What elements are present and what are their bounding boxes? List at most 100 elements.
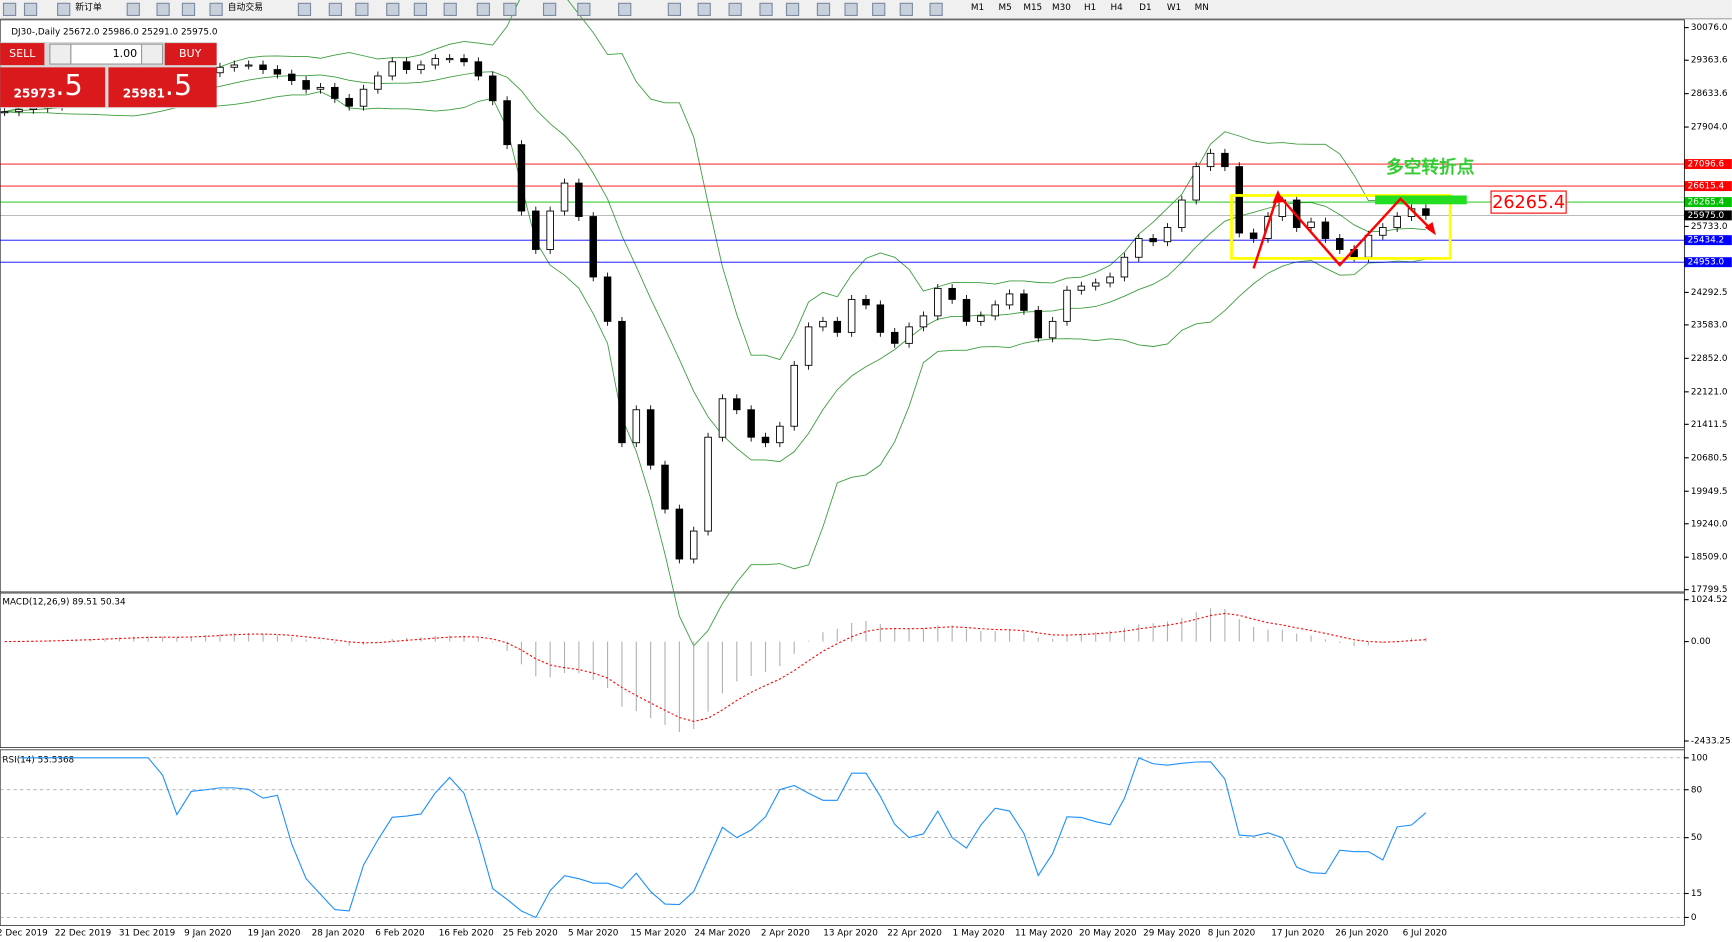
toolbar-icon[interactable] — [785, 2, 800, 17]
timeframe-button[interactable]: H4 — [1111, 3, 1124, 13]
candle — [862, 298, 870, 306]
toolbar-icon[interactable] — [872, 2, 886, 17]
volume-up[interactable] — [141, 43, 164, 65]
timeframe-button[interactable]: M1 — [971, 3, 984, 13]
y-tick-label: 1024.52 — [1691, 595, 1728, 605]
toolbar-icon[interactable] — [297, 2, 312, 17]
candle — [1336, 238, 1344, 250]
candle — [402, 61, 411, 70]
volume-down[interactable] — [49, 43, 72, 65]
candle — [747, 409, 755, 438]
toolbar-icon[interactable] — [618, 2, 632, 17]
new-order-button[interactable]: 新订单 — [75, 1, 102, 13]
buy-label[interactable]: BUY — [179, 47, 202, 60]
timeframe-button[interactable]: M30 — [1052, 3, 1071, 13]
candle — [847, 298, 856, 333]
y-tick-label: -2433.25 — [1691, 737, 1731, 747]
toolbar-icon[interactable] — [728, 2, 742, 17]
sell-button[interactable] — [0, 43, 45, 66]
y-tick-label: 15 — [1691, 889, 1702, 899]
y-tick-label: 18509.0 — [1691, 553, 1728, 563]
bid-pips[interactable]: .5 — [55, 68, 82, 102]
candle — [0, 111, 9, 114]
ask-pips[interactable]: .5 — [165, 68, 192, 102]
candle — [819, 320, 827, 328]
ask-box[interactable] — [108, 67, 217, 108]
candle — [790, 364, 798, 427]
toolbar-icon[interactable] — [386, 2, 400, 17]
y-tick-label: 30076.0 — [1691, 23, 1728, 33]
candle — [761, 436, 770, 444]
candle — [1221, 152, 1229, 168]
bid-box[interactable] — [0, 67, 106, 108]
toolbar-icon[interactable] — [503, 2, 517, 17]
toolbar-icon[interactable] — [23, 2, 38, 17]
candle — [1163, 227, 1172, 243]
timeframe-button[interactable]: W1 — [1167, 3, 1181, 13]
timeframe-button[interactable]: D1 — [1139, 3, 1151, 13]
toolbar-icon[interactable] — [697, 2, 711, 17]
sell-label[interactable]: SELL — [9, 47, 36, 60]
candle — [417, 64, 425, 70]
candle — [1422, 208, 1430, 216]
y-tick-label: 22852.0 — [1691, 354, 1728, 364]
toolbar-icon[interactable] — [209, 2, 223, 17]
annotation-text: 多空转折点 — [1386, 156, 1475, 178]
buy-button[interactable] — [164, 43, 217, 66]
toolbar-icon[interactable] — [577, 2, 591, 17]
timeframe-button[interactable]: M5 — [999, 3, 1012, 13]
x-tick-label: 25 Feb 2020 — [503, 929, 558, 939]
candle — [733, 398, 741, 411]
toolbar-icon[interactable] — [355, 2, 369, 17]
candle — [388, 61, 396, 77]
toolbar-icon[interactable] — [413, 2, 428, 17]
candle — [1048, 320, 1057, 339]
timeframe-button[interactable]: H1 — [1084, 3, 1096, 13]
main-pane — [0, 19, 1685, 593]
auto-trading-button[interactable]: 自动交易 — [228, 1, 263, 13]
candle — [1149, 238, 1157, 243]
candle — [374, 75, 382, 90]
toolbar-icon[interactable] — [929, 2, 943, 17]
candle — [689, 530, 698, 560]
toolbar-icon[interactable] — [2, 2, 17, 17]
toolbar-icon[interactable] — [816, 2, 831, 17]
candle — [244, 64, 253, 67]
candle — [876, 304, 885, 333]
candle — [632, 409, 641, 444]
x-tick-label: 29 May 2020 — [1143, 929, 1201, 939]
range-box — [1230, 194, 1452, 260]
toolbar-icon[interactable] — [443, 2, 457, 17]
timeframe-button[interactable]: M15 — [1023, 3, 1042, 13]
toolbar-icon[interactable] — [476, 2, 490, 17]
toolbar-icon[interactable] — [542, 2, 557, 17]
rsi-line — [18, 757, 1427, 919]
toolbar-icon[interactable] — [181, 2, 196, 17]
timeframe-button[interactable]: MN — [1195, 3, 1209, 13]
level-label: 26615.4 — [1688, 182, 1725, 192]
toolbar-icon[interactable] — [759, 2, 773, 17]
toolbar-icon[interactable] — [899, 2, 913, 17]
volume-value[interactable]: 1.00 — [113, 47, 138, 60]
x-tick-label: 22 Apr 2020 — [887, 929, 942, 939]
y-tick-label: 0 — [1691, 913, 1697, 923]
toolbar-icon[interactable] — [156, 2, 170, 17]
candle — [1393, 216, 1401, 228]
ask-price[interactable]: 25981 — [123, 86, 165, 100]
level-label: 26265.4 — [1688, 198, 1725, 208]
level-tag — [1684, 197, 1732, 208]
candle — [776, 425, 784, 444]
candle — [287, 73, 296, 81]
toolbar-icon[interactable] — [667, 2, 682, 17]
x-tick-label: 20 May 2020 — [1079, 929, 1137, 939]
toolbar-icon[interactable] — [57, 2, 71, 17]
zigzag-arrow — [1252, 191, 1435, 269]
bid-price[interactable]: 25973 — [13, 86, 55, 100]
x-tick-label: 31 Dec 2019 — [119, 929, 175, 939]
toolbar-icon[interactable] — [844, 2, 858, 17]
candle — [445, 58, 454, 61]
x-tick-label: 19 Jan 2020 — [248, 929, 301, 939]
toolbar-icon[interactable] — [126, 2, 140, 17]
toolbar-icon[interactable] — [328, 2, 342, 17]
candle — [1364, 234, 1373, 258]
